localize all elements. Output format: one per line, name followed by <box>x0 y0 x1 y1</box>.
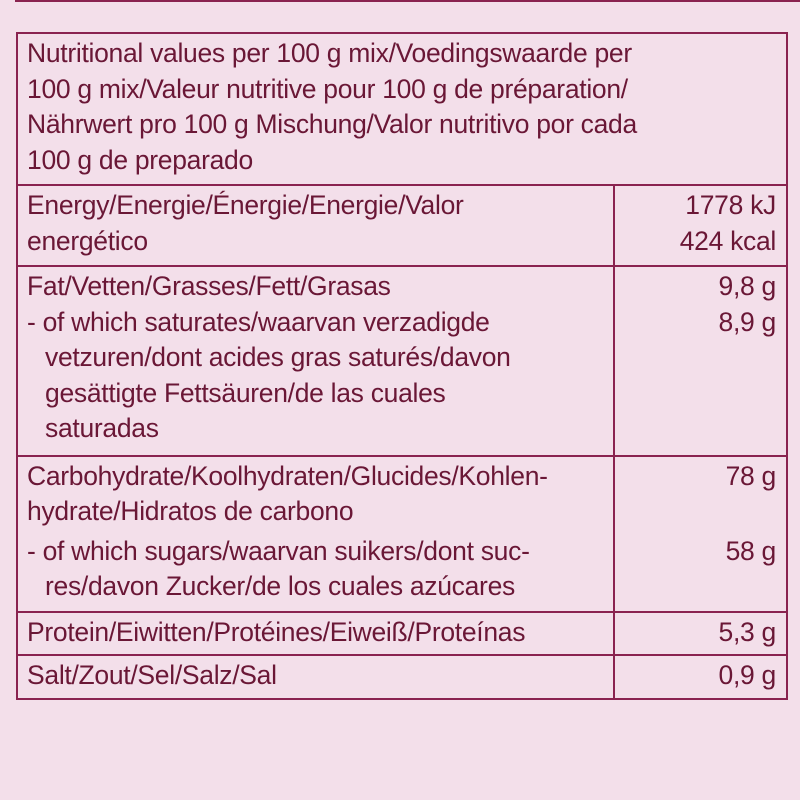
value-salt: 0,9 g <box>613 654 788 700</box>
label-line: Carbohydrate/Koolhydraten/Glucides/Kohle… <box>27 460 548 491</box>
sub-label-line: - of which sugars/waarvan suikers/dont s… <box>27 535 530 566</box>
top-border-line <box>15 0 800 2</box>
nutrition-table: Nutritional values per 100 g mix/Voeding… <box>16 32 788 700</box>
nutrient-label: Fat/Vetten/Grasses/Fett/Grasas - of whic… <box>16 265 615 457</box>
label-line: hydrate/Hidratos de carbono <box>27 496 354 526</box>
table-row-energy: Energy/Energie/Énergie/Energie/Valor ene… <box>16 184 788 267</box>
value-protein: 5,3 g <box>613 610 788 656</box>
value-carbohydrate: 78 g <box>725 460 777 491</box>
sub-label-line: - of which saturates/waarvan verzadigde <box>27 306 490 337</box>
value-saturates: 8,9 g <box>718 306 777 337</box>
sub-label-line: res/davon Zucker/de los cuales azúcares <box>45 571 515 601</box>
table-row-fat: Fat/Vetten/Grasses/Fett/Grasas - of whic… <box>16 265 788 457</box>
header-line: Nutritional values per 100 g mix/Voeding… <box>27 38 632 68</box>
nutrient-value: 78 g 58 g <box>613 454 788 613</box>
table-header-row: Nutritional values per 100 g mix/Voeding… <box>16 32 788 186</box>
value-kj: 1778 kJ <box>685 190 776 220</box>
header-line: Nährwert pro 100 g Mischung/Valor nutrit… <box>27 109 637 139</box>
label-line: Fat/Vetten/Grasses/Fett/Grasas <box>27 271 391 301</box>
header-line: 100 g de preparado <box>27 144 253 175</box>
label-line: energético <box>27 225 148 256</box>
nutrient-label: Protein/Eiwitten/Protéines/Eiweiß/Proteí… <box>16 610 615 656</box>
nutrient-label: Salt/Zout/Sel/Salz/Sal <box>16 654 615 700</box>
table-row-protein: Protein/Eiwitten/Protéines/Eiweiß/Proteí… <box>16 610 788 656</box>
table-row-carbohydrate: Carbohydrate/Koolhydraten/Glucides/Kohle… <box>16 454 788 613</box>
nutrient-label: Energy/Energie/Énergie/Energie/Valor ene… <box>16 184 615 267</box>
spacer <box>624 494 776 530</box>
value-kcal: 424 kcal <box>679 225 777 256</box>
sub-label-line: vetzuren/dont acides gras saturés/davon <box>45 342 511 372</box>
sub-label-line: saturadas <box>45 413 159 443</box>
value-fat: 9,8 g <box>718 271 777 301</box>
table-row-salt: Salt/Zout/Sel/Salz/Sal 0,9 g <box>16 654 788 700</box>
table-header: Nutritional values per 100 g mix/Voeding… <box>16 32 788 186</box>
header-line: 100 g mix/Valeur nutritive pour 100 g de… <box>27 73 628 104</box>
sub-label-line: gesättigte Fettsäuren/de las cuales <box>45 377 446 408</box>
nutrient-value: 9,8 g 8,9 g <box>613 265 788 457</box>
value-sugars: 58 g <box>725 535 777 566</box>
nutrient-label: Carbohydrate/Koolhydraten/Glucides/Kohle… <box>16 454 615 613</box>
label-line: Energy/Energie/Énergie/Energie/Valor <box>27 190 464 220</box>
nutrient-value: 1778 kJ 424 kcal <box>613 184 788 267</box>
